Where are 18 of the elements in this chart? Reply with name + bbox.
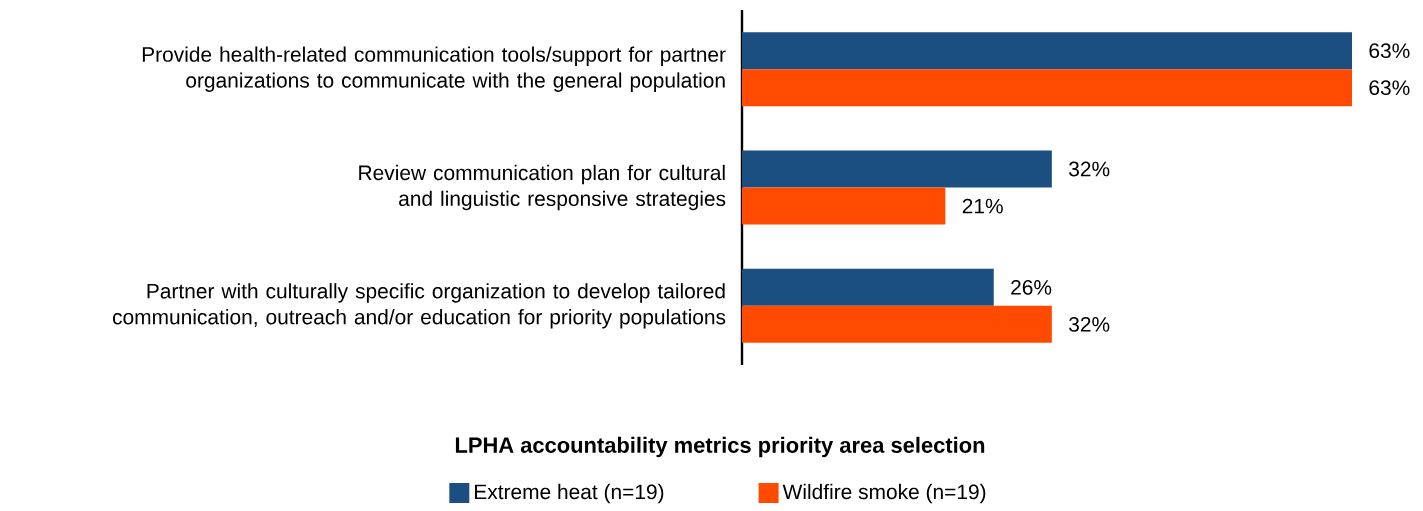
legend-title: LPHA accountability metrics priority area selection [455,436,985,458]
bar [742,32,1352,70]
data-label: 63% [1369,80,1410,96]
legend-label: Extreme heat (n=19) [475,483,664,504]
data-label: 32% [1069,161,1110,177]
bar [742,305,1052,343]
legend-label: Wildfire smoke (n=19) [782,483,986,504]
data-label: 26% [1011,279,1052,295]
data-label: 21% [962,198,1003,214]
bar [742,187,946,225]
bar [742,69,1352,107]
data-label: 63% [1369,43,1410,59]
bar [742,150,1052,188]
y-tick-label: Provide health-related communication tools/support for partner organizations to communicate with the general population [142,46,726,92]
data-label: 32% [1069,316,1110,332]
bar [742,268,994,306]
y-tick-label: Partner with culturally specific organization to develop tailored communication, outreach and/or education for priority populations [112,283,726,329]
y-tick-label: Review communication plan for cultural and linguistic responsive strategies [359,164,726,211]
